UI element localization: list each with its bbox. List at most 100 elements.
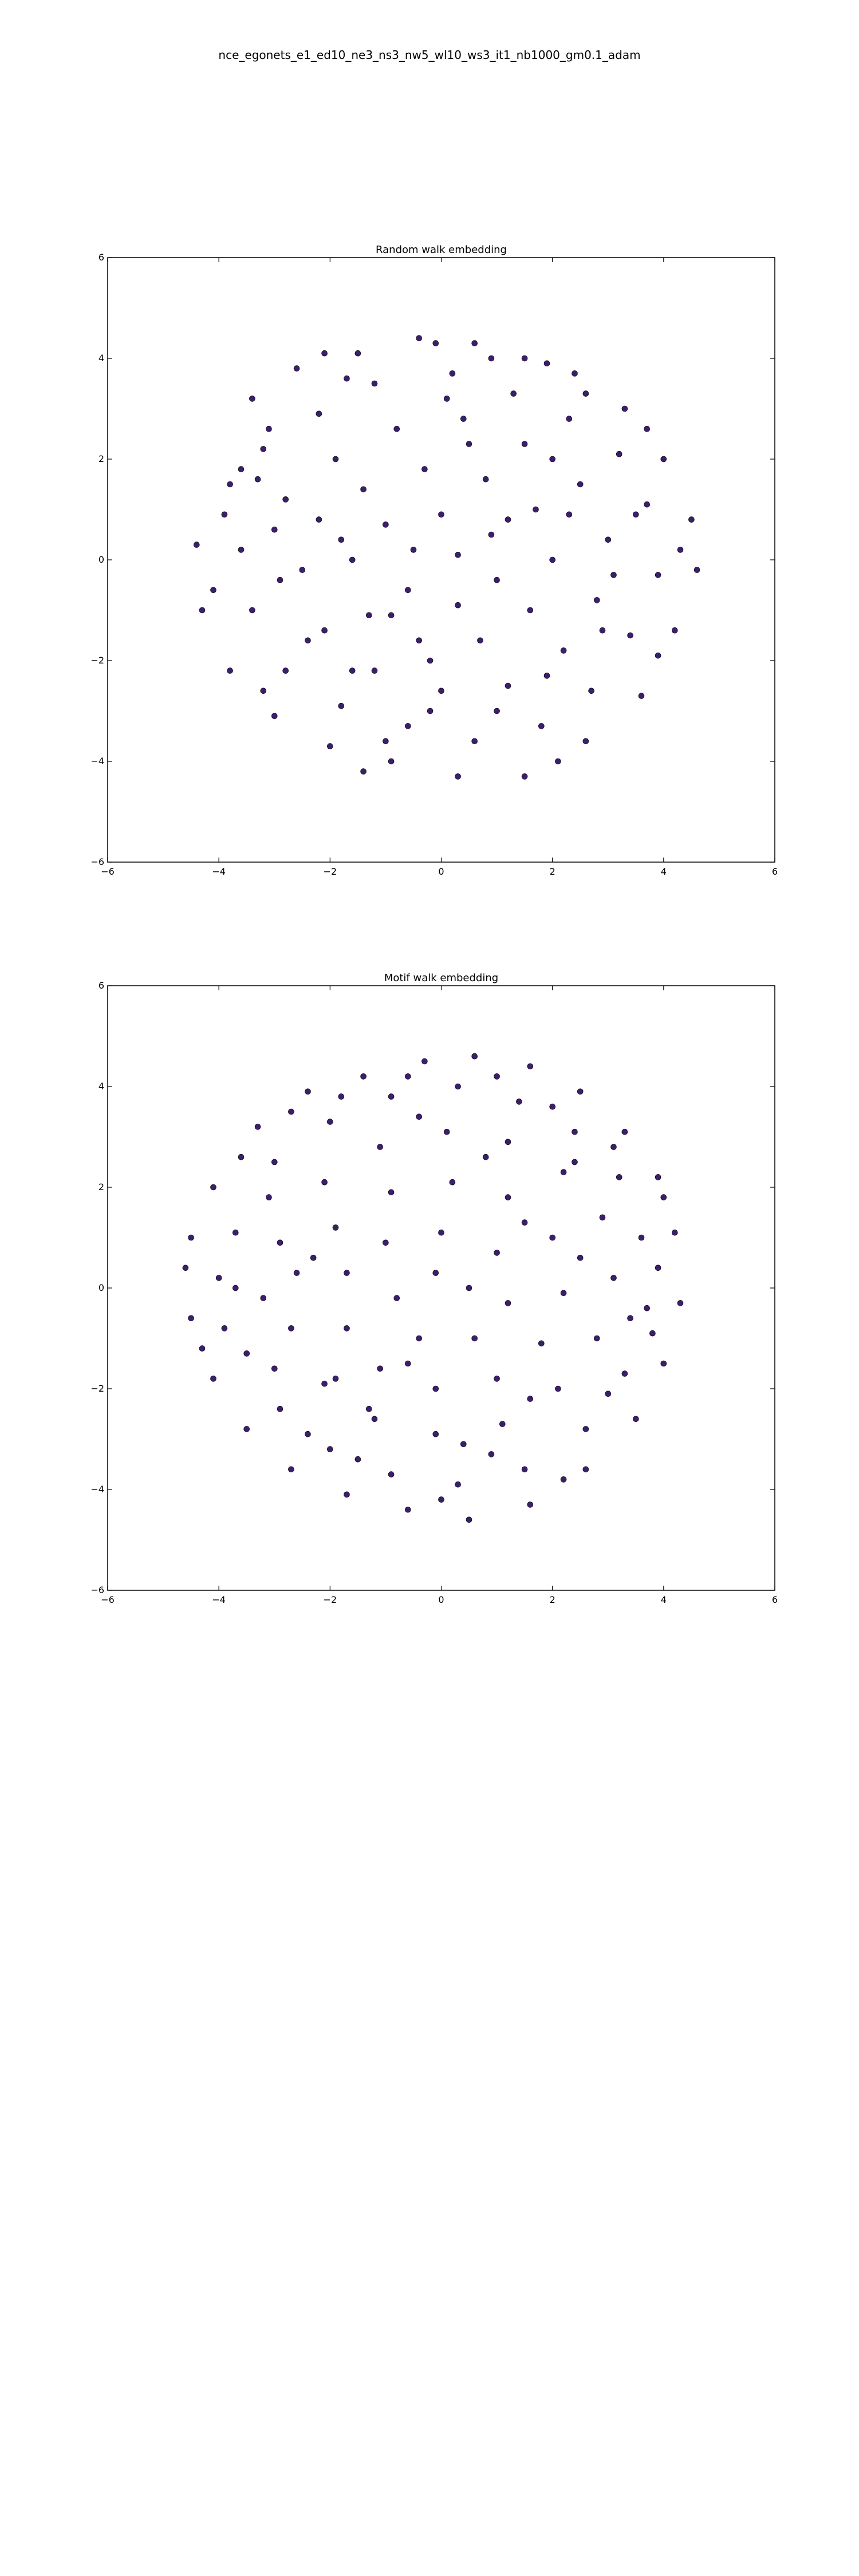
scatter-point: [572, 1159, 578, 1165]
scatter-point: [344, 1325, 350, 1332]
scatter-point: [566, 511, 573, 518]
y-tick-label: 6: [98, 980, 104, 991]
scatter-point: [677, 547, 684, 553]
scatter-point: [677, 1300, 684, 1306]
x-axis: −6 −4 −2 0 2 4 6: [101, 986, 778, 1605]
scatter-point: [527, 1063, 534, 1070]
figure-title: nce_egonets_e1_ed10_ne3_ns3_nw5_wl10_ws3…: [218, 48, 640, 62]
scatter-point: [527, 1396, 534, 1402]
scatter-point: [326, 743, 333, 749]
x-tick-label: −6: [101, 1594, 115, 1605]
scatter-point: [655, 652, 661, 659]
scatter-point: [521, 1219, 528, 1226]
scatter-point: [260, 446, 267, 452]
y-tick-label: −2: [90, 1383, 104, 1394]
scatter-point: [371, 1416, 378, 1423]
scatter-point: [404, 1073, 411, 1080]
scatter-point: [482, 476, 489, 483]
scatter-point: [538, 723, 545, 729]
scatter-point: [293, 365, 300, 372]
scatter-point: [266, 1194, 272, 1200]
scatter-point: [577, 1254, 584, 1261]
scatter-point: [393, 425, 400, 432]
scatter-point: [432, 1270, 439, 1276]
scatter-point: [582, 1426, 589, 1432]
scatter-point: [383, 1239, 389, 1246]
scatter-point: [377, 1365, 384, 1372]
scatter-point: [427, 657, 434, 664]
scatter-point: [494, 1376, 500, 1382]
scatter-point: [326, 1119, 333, 1125]
scatter-point: [416, 1113, 423, 1120]
scatter-point: [338, 702, 345, 709]
scatter-point: [388, 1093, 395, 1100]
scatter-point: [277, 576, 283, 583]
scatter-point: [505, 682, 511, 689]
scatter-point: [182, 1265, 189, 1271]
scatter-point: [599, 627, 606, 634]
scatter-point: [566, 416, 573, 422]
scatter-point: [344, 375, 350, 382]
scatter-point: [344, 1491, 350, 1498]
scatter-point: [505, 1139, 511, 1145]
scatter-point: [332, 1376, 339, 1382]
scatter-point: [338, 1093, 345, 1100]
scatter-point: [477, 637, 483, 644]
scatter-point: [277, 1239, 283, 1246]
scatter-point: [338, 536, 345, 543]
scatter-point: [221, 511, 228, 518]
scatter-point: [460, 416, 467, 422]
x-tick-label: −2: [324, 866, 337, 877]
scatter-point: [432, 1385, 439, 1392]
scatter-point: [621, 405, 628, 412]
scatter-point: [521, 355, 528, 362]
scatter-point: [527, 1502, 534, 1508]
scatter-point: [388, 1471, 395, 1477]
scatter-point: [616, 1174, 622, 1180]
y-tick-label: −2: [90, 655, 104, 666]
scatter-point: [610, 572, 617, 578]
y-tick-label: −6: [90, 856, 104, 867]
scatter-point: [494, 708, 500, 714]
scatter-point: [599, 1214, 606, 1221]
scatter-point: [438, 688, 444, 694]
scatter-point: [460, 1441, 467, 1448]
scatter-point: [672, 627, 678, 634]
scatter-point: [655, 1174, 661, 1180]
x-tick-label: −4: [212, 866, 226, 877]
scatter-point: [488, 1451, 495, 1457]
scatter-point: [616, 451, 622, 457]
scatter-point: [326, 1446, 333, 1452]
x-tick-label: 2: [550, 866, 555, 877]
x-tick-label: 0: [438, 1594, 444, 1605]
scatter-point: [332, 1224, 339, 1231]
scatter-point: [316, 410, 322, 417]
scatter-point: [488, 531, 495, 538]
scatter-point: [633, 511, 639, 518]
scatter-point: [543, 360, 550, 367]
scatter-point: [277, 1405, 283, 1412]
scatter-point: [660, 1194, 667, 1200]
scatter-point: [365, 612, 372, 619]
scatter-point: [266, 425, 272, 432]
scatter-point: [455, 773, 461, 780]
x-tick-label: 4: [661, 866, 667, 877]
scatter-point: [588, 688, 594, 694]
scatter-point: [660, 456, 667, 463]
scatter-point: [471, 738, 478, 745]
scatter-point: [510, 390, 517, 397]
scatter-point: [560, 1476, 567, 1483]
scatter-point: [655, 1265, 661, 1271]
scatter-point: [438, 1229, 444, 1236]
scatter-point: [572, 1128, 578, 1135]
scatter-point: [660, 1360, 667, 1367]
scatter-point: [605, 536, 612, 543]
scatter-point: [488, 355, 495, 362]
x-axis: −6 −4 −2 0 2 4 6: [101, 258, 778, 877]
scatter-point: [293, 1270, 300, 1276]
scatter-point: [288, 1466, 294, 1473]
scatter-point: [404, 1506, 411, 1513]
scatter-point: [610, 1144, 617, 1150]
scatter-point: [455, 1481, 461, 1488]
scatter-point: [638, 1234, 645, 1241]
